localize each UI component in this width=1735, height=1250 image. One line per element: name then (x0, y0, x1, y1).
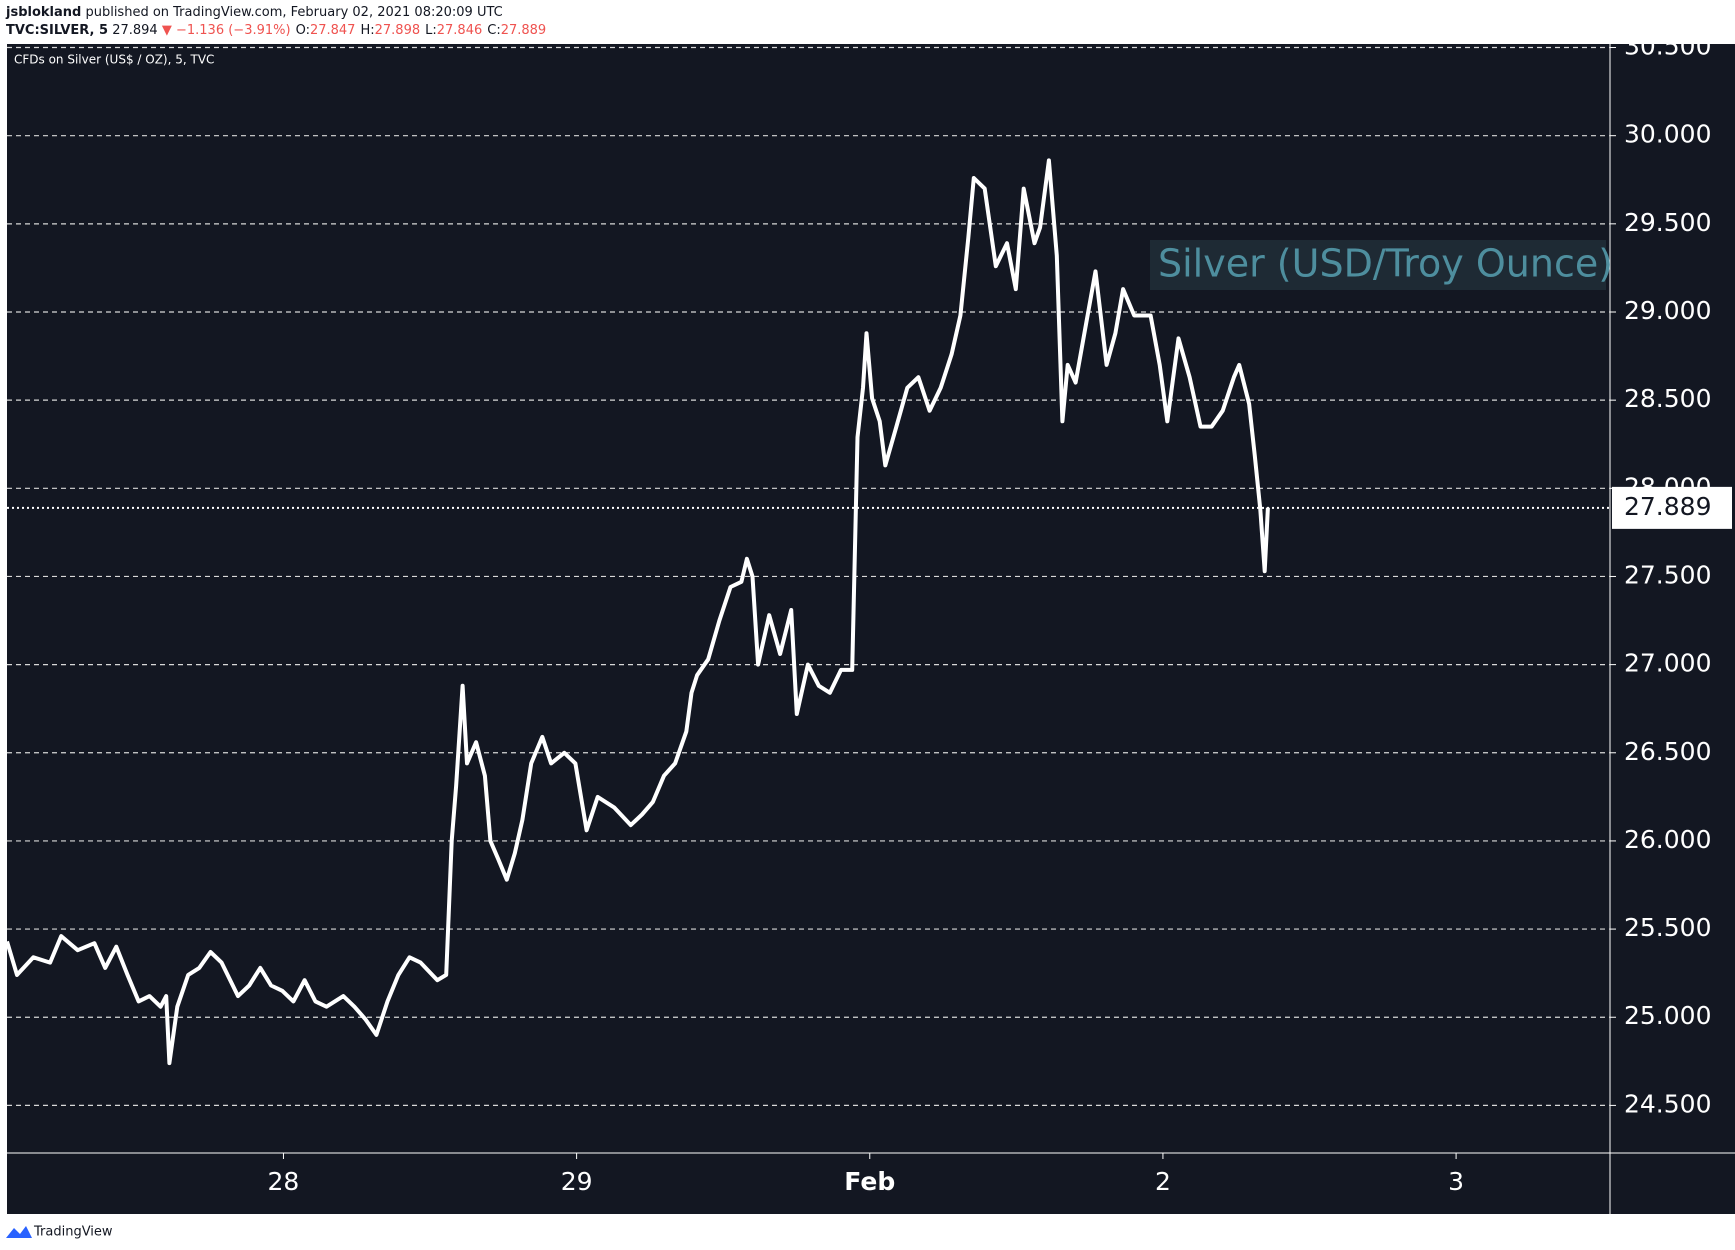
annotation: Silver (USD/Troy Ounce) (1158, 242, 1613, 286)
ohlc-value: 27.898 (375, 23, 421, 38)
plot-background (7, 44, 1735, 1214)
x-tick-label: 3 (1448, 1167, 1464, 1196)
last-price-box (1612, 486, 1732, 529)
y-tick-label: 25.500 (1624, 913, 1711, 942)
y-tick-label: 26.500 (1624, 737, 1711, 766)
logo-icon (6, 1226, 32, 1238)
x-tick-label: Feb (844, 1167, 895, 1196)
y-tick-label: 29.500 (1624, 208, 1711, 237)
change: ▼ −1.136 (−3.91%) (162, 23, 291, 38)
y-tick-label: 27.000 (1624, 649, 1711, 678)
ohlc-value: 27.889 (501, 23, 547, 38)
ohlc-value: 27.846 (437, 23, 483, 38)
brand: TradingView (33, 1225, 113, 1240)
ohlc-key: L: (425, 23, 437, 38)
x-tick-label: 2 (1155, 1167, 1171, 1196)
description: CFDs on Silver (US$ / OZ), 5, TVC (14, 53, 214, 67)
y-tick-label: 26.000 (1624, 825, 1711, 854)
y-tick-label: 30.500 (1624, 32, 1711, 61)
y-tick-label: 25.000 (1624, 1001, 1711, 1030)
last-price-label: 27.889 (1624, 492, 1711, 521)
ohlc-key: H: (360, 23, 374, 38)
ohlc-key: O: (296, 23, 310, 38)
y-tick-label: 24.500 (1624, 1089, 1711, 1118)
ohlc: O:27.847 H:27.898 L:27.846 C:27.889 (296, 23, 547, 38)
header-line: jsblokland published on TradingView.com,… (5, 5, 503, 20)
annotation-box (1150, 240, 1606, 290)
x-tick-label: 28 (268, 1167, 300, 1196)
price-line (5, 158, 1270, 1066)
x-tick-label: 29 (561, 1167, 593, 1196)
y-tick-label: 30.000 (1624, 120, 1711, 149)
y-tick-label: 28.500 (1624, 384, 1711, 413)
symbol: TVC:SILVER, 5 (6, 23, 108, 38)
published: published on TradingView.com, February 0… (85, 5, 502, 20)
price: 27.894 (112, 23, 158, 38)
footer-logo: TradingView (6, 1225, 113, 1240)
ohlc-value: 27.847 (310, 23, 356, 38)
ohlc-key: C: (487, 23, 500, 38)
grid (7, 46, 1610, 1106)
series (5, 158, 1270, 1066)
axes: 24.500 25.000 25.500 26.000 26.500 27.000 27.5… (7, 32, 1732, 1196)
user: jsblokland (5, 5, 81, 20)
symbol-line: TVC:SILVER, 5 27.894 ▼ −1.136 (−3.91%) O:… (6, 23, 546, 38)
y-tick-label: 27.500 (1624, 560, 1711, 589)
y-tick-label: 29.000 (1624, 296, 1711, 325)
